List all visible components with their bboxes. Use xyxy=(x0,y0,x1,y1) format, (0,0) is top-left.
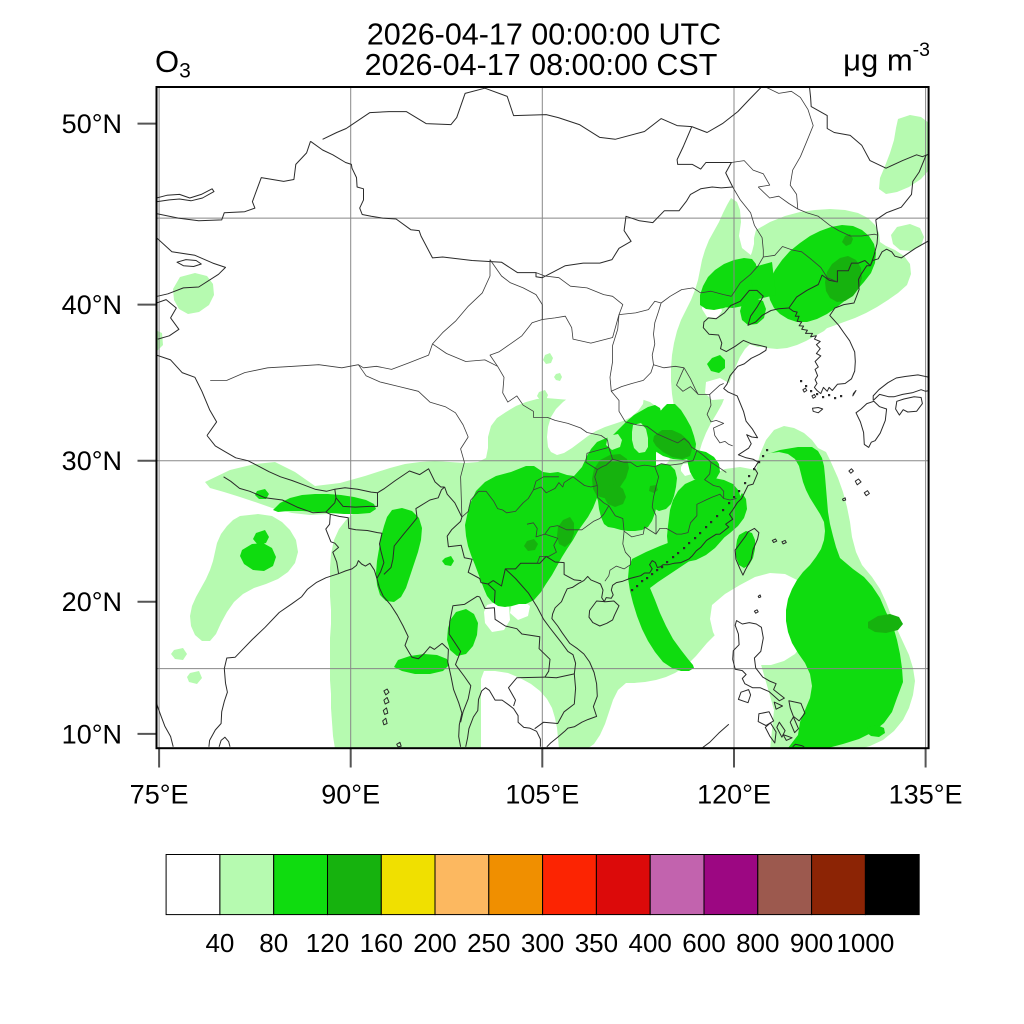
svg-text:350: 350 xyxy=(575,928,618,958)
svg-text:1000: 1000 xyxy=(836,928,894,958)
svg-text:40°N: 40°N xyxy=(62,290,122,320)
svg-text:90°E: 90°E xyxy=(321,780,380,810)
svg-text:600: 600 xyxy=(682,928,725,958)
svg-text:120: 120 xyxy=(306,928,349,958)
svg-text:80: 80 xyxy=(259,928,288,958)
svg-text:900: 900 xyxy=(790,928,833,958)
svg-text:120°E: 120°E xyxy=(697,780,771,810)
svg-text:200: 200 xyxy=(413,928,456,958)
svg-text:μg m-3: μg m-3 xyxy=(843,39,930,78)
svg-text:30°N: 30°N xyxy=(62,446,122,476)
svg-text:10°N: 10°N xyxy=(62,719,122,749)
svg-text:75°E: 75°E xyxy=(130,780,189,810)
svg-text:20°N: 20°N xyxy=(62,587,122,617)
svg-text:105°E: 105°E xyxy=(505,780,579,810)
svg-text:160: 160 xyxy=(360,928,403,958)
svg-text:50°N: 50°N xyxy=(62,109,122,139)
svg-text:40: 40 xyxy=(205,928,234,958)
svg-text:135°E: 135°E xyxy=(889,780,963,810)
svg-text:2026-04-17 08:00:00 CST: 2026-04-17 08:00:00 CST xyxy=(365,48,718,82)
svg-text:800: 800 xyxy=(736,928,779,958)
svg-text:2026-04-17 00:00:00 UTC: 2026-04-17 00:00:00 UTC xyxy=(367,18,721,52)
svg-text:250: 250 xyxy=(467,928,510,958)
svg-text:300: 300 xyxy=(521,928,564,958)
svg-text:400: 400 xyxy=(629,928,672,958)
